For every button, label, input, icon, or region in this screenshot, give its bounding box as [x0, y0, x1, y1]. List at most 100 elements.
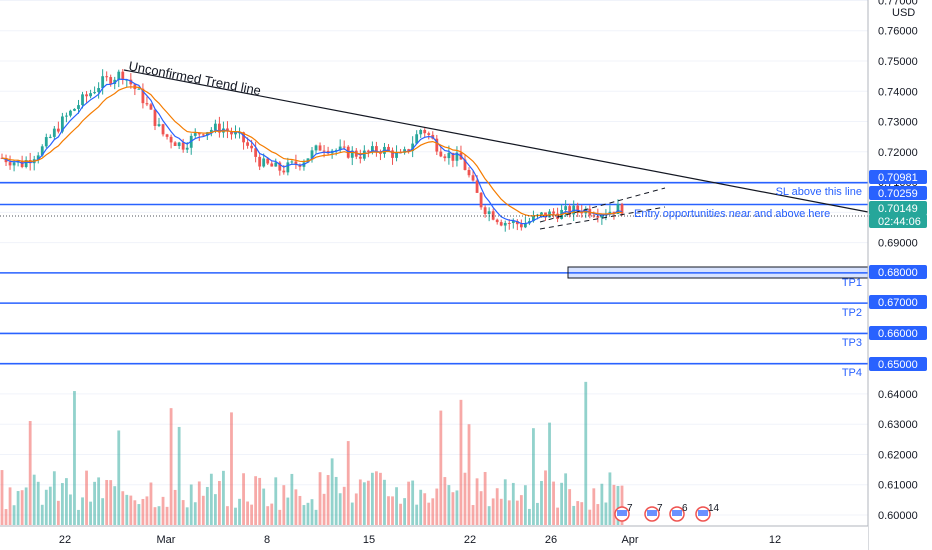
candle-body: [358, 156, 362, 159]
candle-body: [350, 150, 354, 158]
volume-bar: [419, 489, 423, 525]
volume-bar: [141, 498, 145, 525]
candle-body: [463, 159, 467, 170]
time-axis-bg: [0, 526, 868, 550]
volume-bar: [238, 498, 241, 525]
price-tick-label: 0.75000: [878, 56, 918, 68]
volume-bar: [93, 481, 96, 525]
volume-bar: [536, 502, 539, 525]
event-marker[interactable]: 7: [644, 503, 663, 522]
volume-bar: [596, 504, 600, 525]
volume-bar: [89, 501, 92, 525]
volume-bar: [475, 478, 479, 525]
tp2-label[interactable]: TP2: [842, 307, 862, 319]
tp4-label[interactable]: TP4: [842, 367, 862, 379]
tp1-zone[interactable]: [567, 266, 869, 279]
volume-bar: [415, 504, 419, 525]
channel-upper[interactable]: [539, 187, 666, 223]
volume-bar: [391, 496, 394, 525]
candle-body: [338, 146, 342, 151]
volume-bar: [338, 493, 342, 525]
price-tag[interactable]: 0.70259: [869, 186, 927, 200]
volume-bar: [109, 480, 113, 525]
candle-body: [596, 216, 600, 218]
volume-bar: [318, 472, 322, 525]
candle-body: [121, 71, 125, 81]
currency-label[interactable]: USD: [892, 7, 915, 19]
volume-bar: [612, 484, 616, 525]
volume-bar: [358, 479, 362, 525]
volume-bar: [40, 504, 44, 525]
volume-bar: [290, 473, 294, 525]
candle-body: [479, 192, 483, 208]
candle-body: [12, 162, 16, 166]
volume-bar: [56, 500, 60, 525]
channel-lower[interactable]: [539, 206, 666, 230]
volume-bar: [177, 426, 181, 525]
price-tick-label: 0.64000: [878, 389, 918, 401]
volume-bar: [528, 508, 531, 525]
candle-body: [77, 105, 80, 109]
price-tag[interactable]: 0.65000: [869, 357, 927, 371]
volume-bar: [60, 483, 64, 525]
date-tick-label: 15: [363, 534, 375, 546]
candle-body: [177, 142, 181, 146]
volume-bar: [218, 480, 221, 525]
volume-bar: [0, 470, 4, 525]
volume-bar: [544, 470, 547, 525]
volume-bar: [222, 470, 225, 525]
price-tag[interactable]: 0.66000: [869, 326, 927, 340]
entry-label[interactable]: Entry opportunities near and above here: [634, 208, 830, 220]
volume-bar: [455, 490, 459, 525]
event-marker[interactable]: 7: [614, 503, 633, 522]
event-marker[interactable]: 14: [695, 503, 720, 522]
tp3-label[interactable]: TP3: [842, 337, 862, 349]
candle-body: [73, 108, 76, 111]
volume-bar: [266, 506, 270, 525]
volume-bar: [310, 499, 314, 525]
volume-bar: [556, 507, 559, 525]
volume-bar: [81, 497, 84, 525]
price-tag[interactable]: 0.70981: [869, 170, 927, 184]
candle-body: [592, 215, 596, 217]
candle-body: [568, 206, 572, 215]
candle-body: [322, 150, 326, 152]
volume-bar: [459, 399, 463, 525]
economic-events[interactable]: 7 7 6 14: [614, 503, 720, 522]
volume-bar: [608, 472, 612, 525]
candle-body: [443, 156, 447, 159]
ema-slow-line: [1, 86, 623, 217]
candle-body: [185, 147, 189, 150]
candle-body: [370, 146, 374, 152]
volume-bar: [600, 483, 604, 525]
event-marker[interactable]: 6: [669, 503, 688, 522]
volume-bar: [165, 506, 169, 525]
sl-label[interactable]: SL above this line: [776, 186, 862, 198]
volume-bar: [616, 485, 620, 525]
tp1-label[interactable]: TP1: [842, 277, 862, 289]
volume-bar: [370, 472, 374, 525]
candle-body: [165, 134, 169, 137]
price-tag[interactable]: 02:44:06: [869, 214, 927, 228]
price-tag[interactable]: 0.67000: [869, 295, 927, 309]
volume-bar: [491, 498, 495, 525]
volume-bar: [383, 479, 386, 525]
candle-body: [342, 146, 346, 148]
volume-bar: [463, 472, 467, 525]
price-tag[interactable]: 0.70149: [869, 201, 927, 215]
candle-body: [4, 157, 8, 163]
candle-body: [395, 152, 398, 158]
price-tag[interactable]: 0.68000: [869, 265, 927, 279]
volume-bar: [540, 480, 543, 525]
candle-body: [109, 77, 113, 84]
trend-line[interactable]: [123, 69, 869, 213]
price-tag-text: 0.68000: [878, 267, 918, 279]
volume-bar: [32, 474, 36, 525]
volume-bar: [572, 505, 576, 525]
volume-bar: [157, 506, 161, 525]
candle-body: [411, 143, 415, 151]
candle-body: [234, 132, 237, 135]
candle-body: [218, 123, 221, 133]
price-tick-label: 0.60000: [878, 510, 918, 522]
